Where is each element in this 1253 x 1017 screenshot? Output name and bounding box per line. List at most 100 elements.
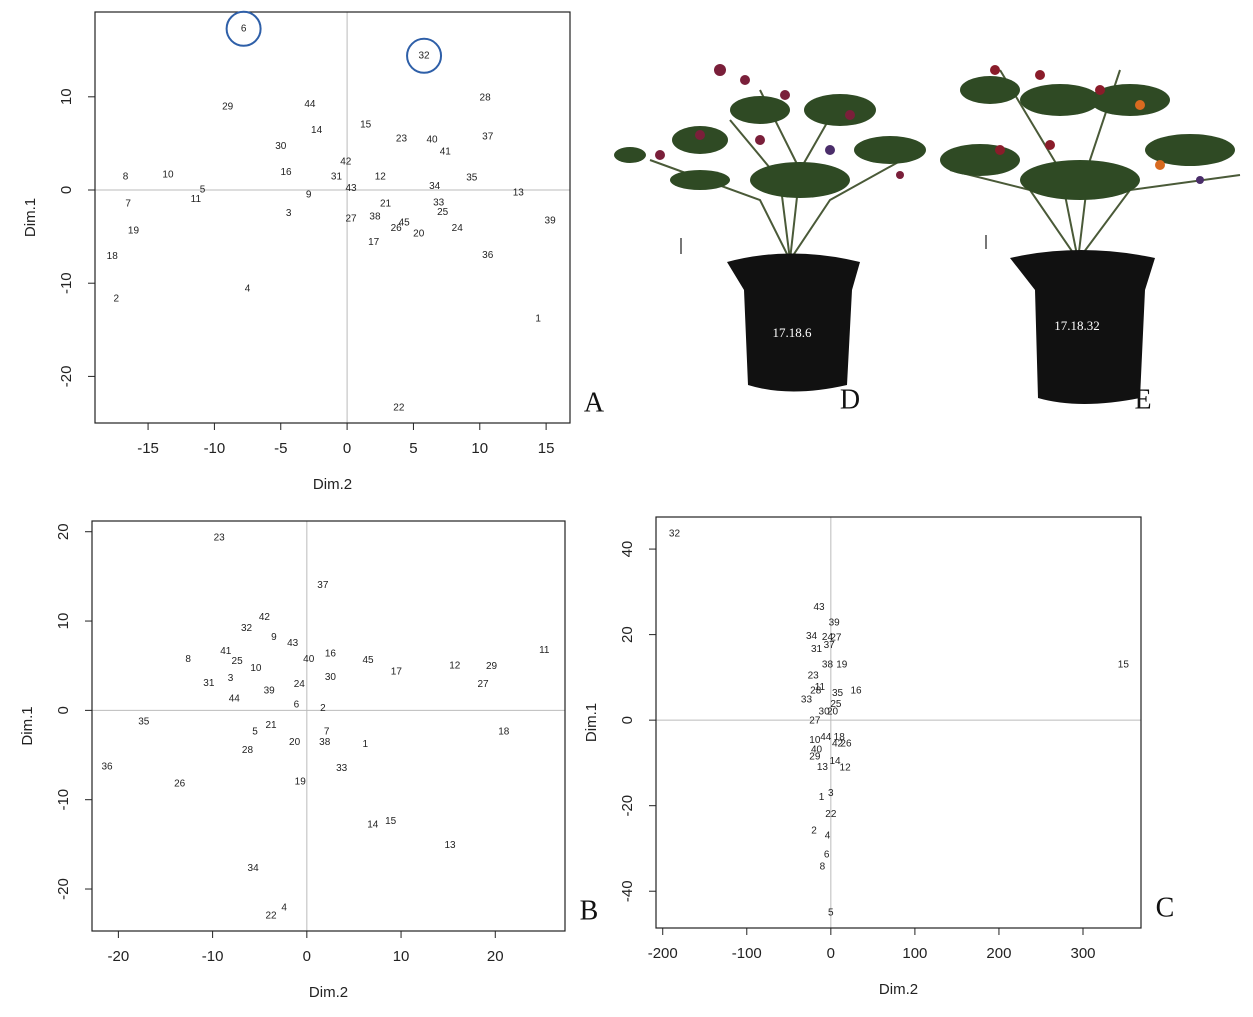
y-axis-title: Dim.1 [583,703,600,742]
x-tick-label: 300 [1070,945,1095,962]
y-tick-label: -40 [619,880,636,902]
point-label: 43 [814,602,826,613]
point-label: 37 [824,640,836,651]
point-label: 4 [825,831,831,842]
point-label: 13 [817,762,829,773]
point-label: 17 [391,667,403,678]
point-label: 20 [289,737,301,748]
point-label: 43 [287,638,299,649]
plot-frame [95,12,570,423]
x-tick-label: 15 [538,440,555,457]
point-label: 31 [331,172,343,183]
point-label: 37 [482,132,494,143]
point-label: 12 [375,172,387,183]
point-label: 15 [360,119,372,130]
point-label: 32 [669,529,681,540]
y-tick-label: -10 [58,272,75,294]
point-label: 9 [271,632,277,643]
point-label: 38 [822,660,834,671]
panel-letter: E [1134,384,1151,415]
point-label: 30 [275,141,287,152]
point-label: 3 [828,788,834,799]
point-label: 45 [363,655,375,666]
point-label: 14 [367,819,379,830]
point-label: 23 [396,133,408,144]
point-label: 29 [486,661,498,672]
y-tick-label: 20 [619,626,636,643]
y-axis-title: Dim.1 [19,706,36,745]
y-tick-label: -20 [58,366,75,388]
y-tick-label: 40 [619,541,636,558]
point-label: 7 [324,726,330,737]
point-label: 24 [452,223,464,234]
point-label: 34 [806,631,818,642]
point-label: 35 [832,688,844,699]
point-label: 5 [828,908,834,919]
y-tick-label: 20 [55,523,72,540]
point-label: 30 [325,672,337,683]
panel-letter: C [1156,892,1175,923]
point-label: 3 [286,208,292,219]
point-label: 27 [346,214,358,225]
point-label: 1 [362,739,368,750]
x-tick-label: 10 [471,440,488,457]
y-tick-label: -10 [55,789,72,811]
panel-letter: A [584,387,605,418]
point-label: 26 [840,739,852,750]
y-tick-label: 0 [58,186,75,194]
point-label: 15 [385,816,397,827]
point-label: 28 [242,745,254,756]
panel-letter: D [840,384,860,415]
y-tick-label: 0 [619,716,636,724]
point-label: 22 [393,403,405,414]
point-label: 8 [185,654,191,665]
figure: 17.18.6 D 17.18.32 E -15-10-5051015-20-1… [0,0,1253,1012]
point-label: 19 [128,226,140,237]
x-tick-label: 200 [986,945,1011,962]
point-label: 38 [369,212,381,223]
point-label: 16 [280,167,292,178]
point-label: 10 [162,170,174,181]
point-label: 27 [809,716,821,727]
x-tick-label: 0 [827,945,835,962]
point-label: 2 [113,294,119,305]
point-label: 4 [245,283,251,294]
point-label: 15 [1118,660,1130,671]
point-label: 36 [482,250,494,261]
point-label: 36 [102,761,114,772]
point-label: 3 [228,673,234,684]
y-tick-label: 10 [55,613,72,630]
x-tick-label: 100 [902,945,927,962]
point-label: 35 [466,173,478,184]
point-label: 26 [174,778,186,789]
point-label: 16 [325,649,337,660]
x-tick-label: 10 [393,948,410,965]
point-label: 19 [836,660,848,671]
point-label: 10 [250,663,262,674]
point-label: 16 [850,686,862,697]
point-label: 13 [444,840,456,851]
point-label: 25 [232,656,244,667]
point-label: 43 [346,183,358,194]
point-label: 41 [220,646,232,657]
point-label: 33 [336,763,348,774]
point-label: 26 [391,223,403,234]
point-label: 39 [545,215,557,226]
x-tick-label: 0 [303,948,311,965]
point-label: 6 [824,850,830,861]
point-label: 39 [829,618,841,629]
point-label: 25 [437,207,449,218]
x-tick-label: 5 [409,440,417,457]
point-label: 21 [380,199,392,210]
x-axis-title: Dim.2 [309,984,348,1001]
point-label: 6 [241,23,247,34]
x-axis-title: Dim.2 [879,981,918,998]
point-label: 4 [281,902,287,913]
point-label: 2 [320,703,326,714]
point-label: 19 [295,776,307,787]
point-label: 12 [449,660,461,671]
point-label: 29 [222,102,234,113]
point-label: 44 [229,693,241,704]
plant-photo [614,64,926,392]
point-label: 40 [426,134,438,145]
